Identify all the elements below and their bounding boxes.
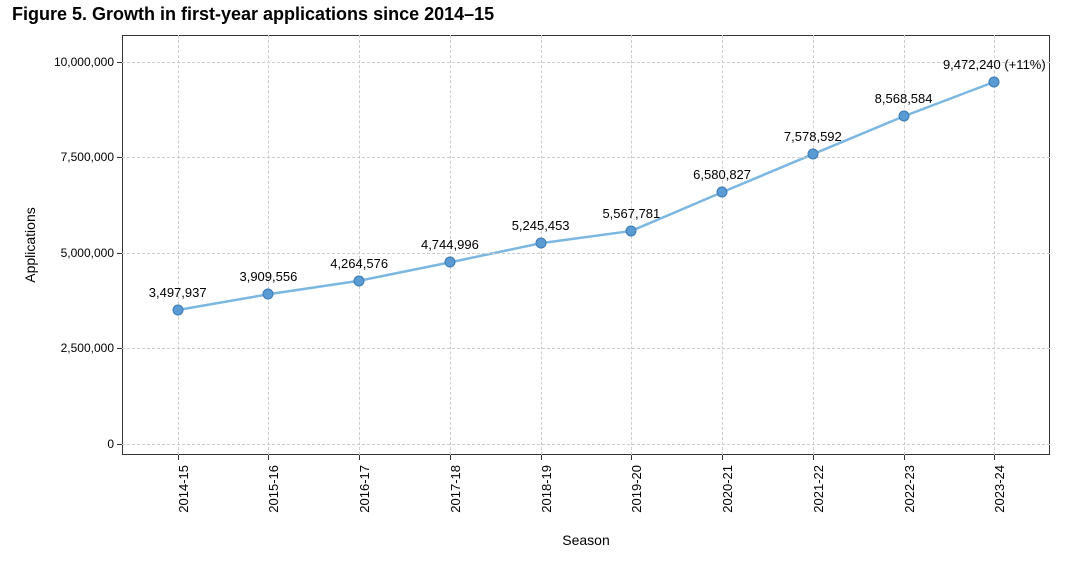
data-point-label: 7,578,592: [784, 129, 842, 144]
y-tick-label: 5,000,000: [61, 246, 122, 260]
gridline-v: [268, 35, 269, 455]
x-tick-mark: [631, 455, 632, 460]
data-point: [535, 238, 546, 249]
x-tick-mark: [178, 455, 179, 460]
x-tick-label: 2014-15: [176, 465, 191, 513]
data-point-label: 4,264,576: [330, 256, 388, 271]
x-tick-label: 2015-16: [266, 465, 281, 513]
figure-title: Figure 5. Growth in first-year applicati…: [12, 4, 494, 25]
data-point: [354, 275, 365, 286]
y-tick-label: 10,000,000: [54, 55, 122, 69]
data-point-label: 8,568,584: [875, 91, 933, 106]
y-axis-title: Applications: [22, 207, 38, 283]
x-tick-label: 2023-24: [992, 465, 1007, 513]
data-point-label: 5,245,453: [512, 218, 570, 233]
x-tick-label: 2020-21: [720, 465, 735, 513]
gridline-h: [122, 444, 1050, 445]
x-tick-mark: [722, 455, 723, 460]
gridline-v: [994, 35, 995, 455]
gridline-h: [122, 348, 1050, 349]
y-tick-label: 2,500,000: [61, 341, 122, 355]
data-point-label: 4,744,996: [421, 237, 479, 252]
data-point: [807, 149, 818, 160]
x-tick-label: 2021-22: [811, 465, 826, 513]
x-tick-mark: [268, 455, 269, 460]
x-tick-mark: [994, 455, 995, 460]
gridline-v: [631, 35, 632, 455]
data-point: [444, 257, 455, 268]
y-tick-label: 7,500,000: [61, 150, 122, 164]
x-tick-mark: [813, 455, 814, 460]
gridline-v: [178, 35, 179, 455]
chart-plot-area: 02,500,0005,000,0007,500,00010,000,00020…: [122, 35, 1050, 455]
gridline-h: [122, 157, 1050, 158]
data-point: [989, 76, 1000, 87]
x-tick-mark: [450, 455, 451, 460]
y-tick-label: 0: [107, 437, 122, 451]
gridline-v: [813, 35, 814, 455]
x-tick-mark: [359, 455, 360, 460]
data-point-label: 3,909,556: [239, 269, 297, 284]
x-tick-label: 2022-23: [902, 465, 917, 513]
gridline-h: [122, 253, 1050, 254]
x-tick-label: 2017-18: [448, 465, 463, 513]
x-tick-label: 2016-17: [357, 465, 372, 513]
data-point-label: 9,472,240 (+11%): [943, 57, 1046, 72]
data-point: [172, 304, 183, 315]
data-point: [263, 289, 274, 300]
data-point: [898, 111, 909, 122]
data-point: [626, 225, 637, 236]
x-tick-mark: [541, 455, 542, 460]
series-line: [178, 82, 995, 310]
x-tick-label: 2019-20: [629, 465, 644, 513]
x-axis-title: Season: [562, 532, 609, 548]
gridline-h: [122, 62, 1050, 63]
data-point-label: 6,580,827: [693, 167, 751, 182]
data-point-label: 3,497,937: [149, 285, 207, 300]
x-tick-label: 2018-19: [539, 465, 554, 513]
x-tick-mark: [904, 455, 905, 460]
gridline-v: [722, 35, 723, 455]
data-point: [717, 187, 728, 198]
gridline-v: [359, 35, 360, 455]
data-point-label: 5,567,781: [602, 206, 660, 221]
